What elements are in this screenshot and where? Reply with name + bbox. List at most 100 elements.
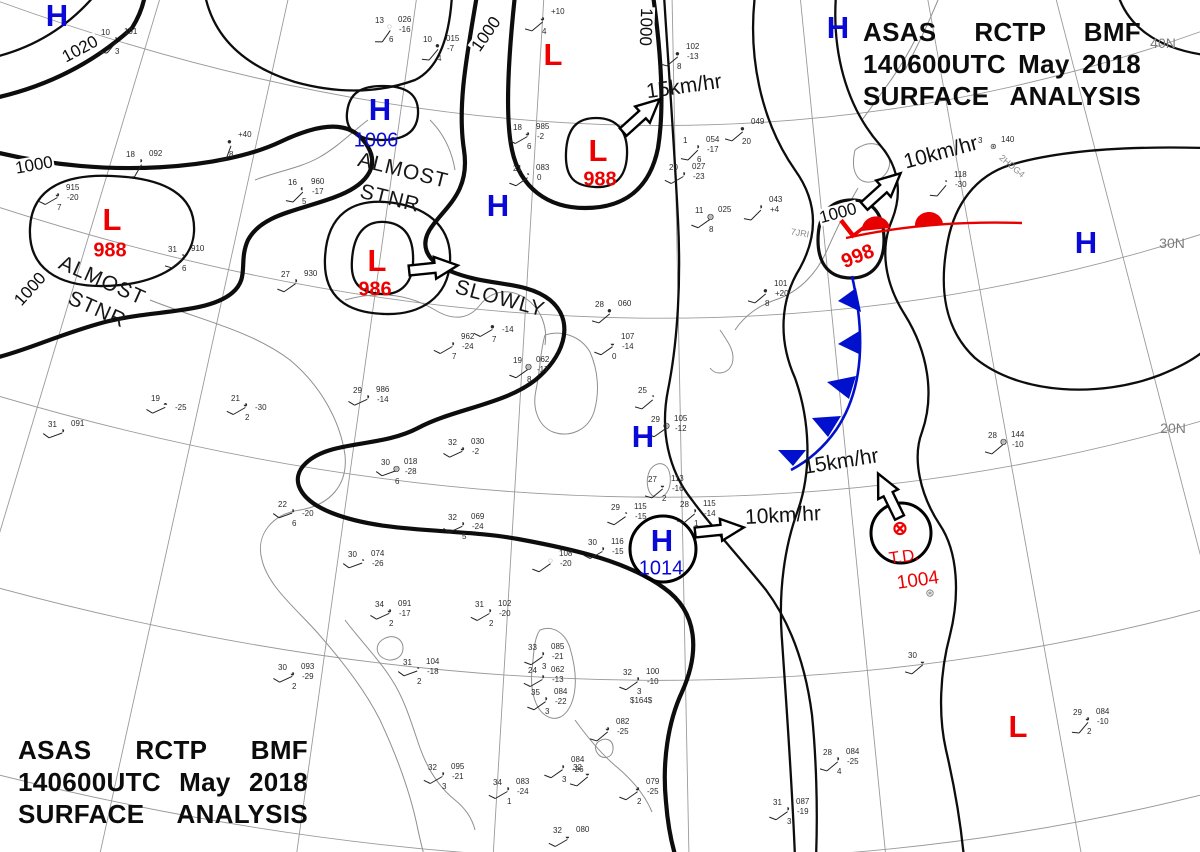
- station-pressure: 915: [66, 183, 80, 192]
- station-pressure: 083: [516, 777, 530, 786]
- station-dewpoint: -30: [955, 180, 967, 189]
- wind-barb-icon: [904, 664, 924, 675]
- station-secondary: 8: [677, 62, 682, 71]
- station-symbol: ◍: [525, 362, 532, 371]
- station-temperature: 29: [353, 386, 362, 395]
- station-pressure: 118: [954, 170, 967, 179]
- wind-barb-icon: [226, 407, 246, 415]
- high-center-symbol: H: [1074, 225, 1098, 260]
- wind-barb-icon: [285, 191, 304, 203]
- system-circles: [628, 501, 933, 584]
- title-block-top-right: ASAS RCTP BMF 140600UTC May 2018 SURFACE…: [863, 16, 1141, 112]
- wind-barb-icon: [544, 769, 563, 779]
- title-block-bottom-left: ASAS RCTP BMF 140600UTC May 2018 SURFACE…: [18, 734, 308, 830]
- station-symbol: ◑: [540, 672, 545, 681]
- station-secondary: 2: [389, 619, 394, 628]
- station-secondary: 3: [545, 707, 550, 716]
- warm-front: [845, 211, 1023, 240]
- station-dewpoint: -10: [1097, 717, 1109, 726]
- wind-barb-icon: [594, 346, 613, 356]
- wind-barb-icon: [421, 48, 439, 61]
- low-center-value: 998: [838, 240, 878, 273]
- station-pressure: 074: [371, 549, 385, 558]
- station-symbol: ◑: [440, 769, 445, 778]
- station-pressure: 107: [621, 332, 635, 341]
- station-dewpoint: -13: [687, 52, 699, 61]
- station-dewpoint: -30: [255, 403, 267, 412]
- wind-barb-icon: [1071, 721, 1089, 734]
- station-dewpoint: -20: [302, 509, 314, 518]
- station-pressure: 910: [191, 244, 205, 253]
- wind-barb-icon: [523, 679, 543, 687]
- station-pressure: +10: [551, 7, 565, 16]
- station-secondary: 8: [527, 375, 532, 384]
- station-secondary: 2: [245, 413, 250, 422]
- station-symbol: ◔: [943, 177, 948, 186]
- station-symbol: ◒: [920, 657, 925, 666]
- station-symbol: ●: [763, 286, 768, 295]
- station-symbol: ◑: [450, 339, 455, 348]
- station-secondary: 2: [637, 797, 642, 806]
- station-temperature: 19: [513, 356, 522, 365]
- station-symbol: ◑: [695, 142, 700, 151]
- high-center-symbol: H: [45, 0, 69, 33]
- station-symbol: ◔: [180, 251, 185, 260]
- wind-barb-icon: [38, 197, 58, 205]
- station-temperature: 18: [126, 150, 135, 159]
- wind-barb-icon: [375, 30, 391, 43]
- wind-barb-icon: [470, 613, 490, 621]
- station-pressure: 144: [1011, 430, 1025, 439]
- wind-barb-icon: [488, 791, 508, 799]
- title-line-1: ASAS RCTP BMF: [18, 735, 308, 765]
- wind-barb-icon: [984, 444, 1004, 455]
- station-temperature: 30: [908, 651, 917, 660]
- station-secondary: 6: [389, 35, 394, 44]
- station-symbol: ⊛: [990, 142, 997, 151]
- station-pressure: 140: [1001, 135, 1015, 144]
- low-center-value: 988: [583, 168, 617, 191]
- station-symbol: ●: [740, 124, 745, 133]
- station-dewpoint: -29: [302, 672, 314, 681]
- station-dewpoint: -24: [472, 522, 484, 531]
- wind-barb-icon: [583, 551, 603, 559]
- station-temperature: 19: [151, 394, 160, 403]
- wind-barb-icon: [548, 839, 568, 847]
- low-center-value: 986: [358, 278, 392, 301]
- station-temperature: 28: [988, 431, 997, 440]
- isobar-value-label: 1000: [635, 6, 657, 48]
- station-symbol: ◕: [290, 669, 295, 678]
- station-dewpoint: -26: [572, 765, 584, 774]
- latitude-label: 30N: [1159, 235, 1185, 251]
- wind-barb-icon: [743, 209, 762, 221]
- station-pressure: 079: [646, 777, 660, 786]
- station-pressure: 101: [774, 279, 788, 288]
- station-secondary: 3: [442, 782, 447, 791]
- station-temperature: 34: [375, 600, 384, 609]
- wind-barb-icon: [443, 450, 463, 458]
- wind-barb-icon: [164, 258, 184, 269]
- wind-barb-icon: [370, 612, 390, 620]
- station-dewpoint: -21: [452, 772, 464, 781]
- station-symbol: ◑: [543, 694, 548, 703]
- station-secondary: 8: [765, 299, 770, 308]
- station-symbol: ◑: [635, 674, 640, 683]
- station-dewpoint: -24: [462, 342, 474, 351]
- station-pressure: 095: [451, 762, 465, 771]
- station-temperature: 32: [448, 513, 457, 522]
- station-dewpoint: +20: [775, 289, 789, 298]
- station-pressure: 054: [706, 135, 720, 144]
- station-secondary: 20: [742, 137, 751, 146]
- wind-barb-icon: [509, 369, 528, 379]
- station-temperature: 28: [595, 300, 604, 309]
- station-dewpoint: -17: [312, 187, 324, 196]
- station-symbol: ◍: [393, 464, 400, 473]
- station-temperature: 30: [381, 458, 390, 467]
- station-pressure: 115: [703, 499, 716, 508]
- station-symbol: ◕: [1085, 714, 1090, 723]
- station-pressure: 062: [536, 355, 550, 364]
- station-secondary: 4: [437, 54, 442, 63]
- movement-arrow-icon: [693, 517, 747, 543]
